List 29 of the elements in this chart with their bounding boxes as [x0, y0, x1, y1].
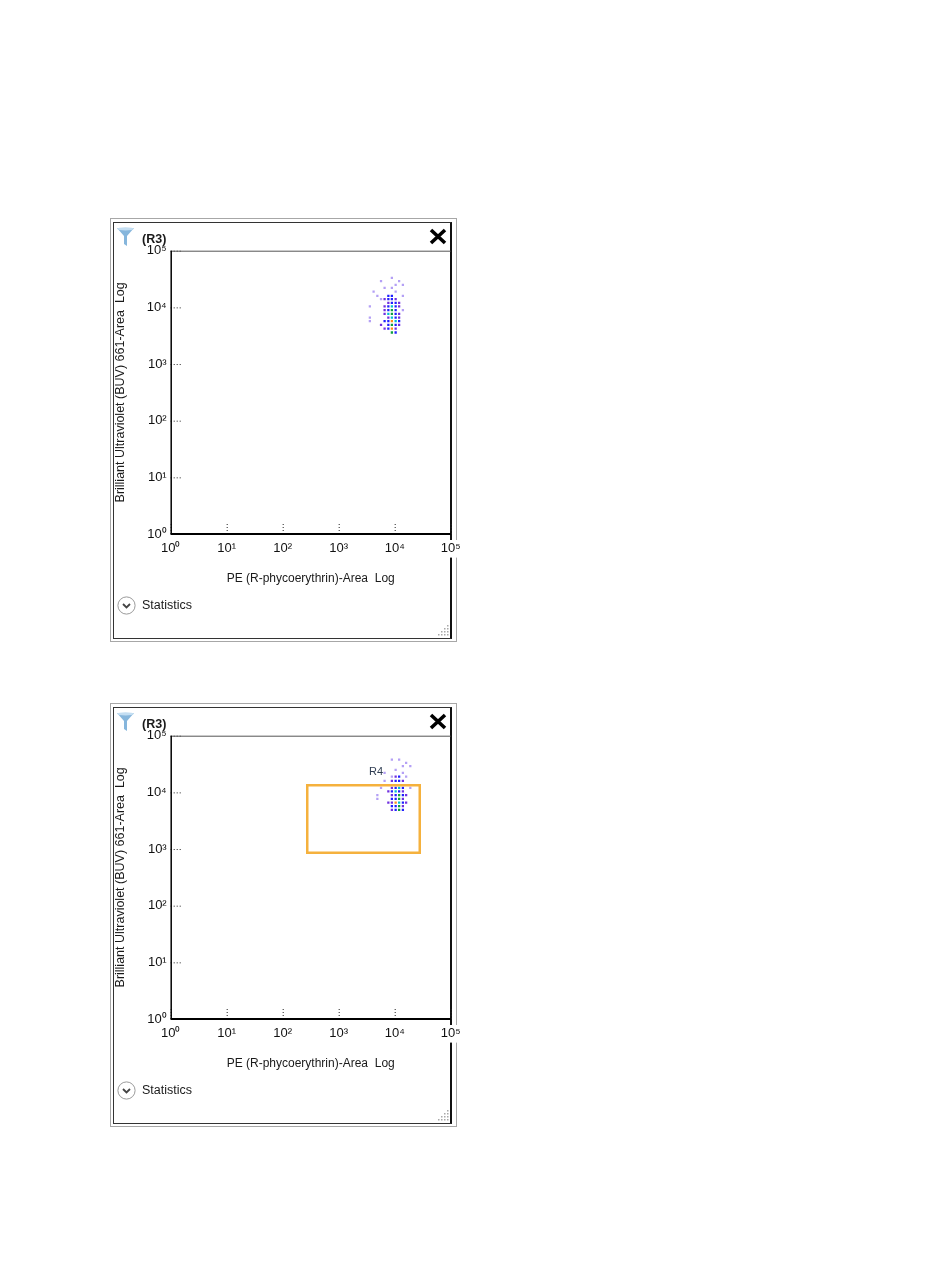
y-tick-label: 10⁴	[146, 298, 167, 314]
x-tick-label: 10⁰	[160, 540, 181, 556]
y-tick-label: 10²	[147, 412, 168, 428]
x-axis-title: PE (R-phycoerythrin)-Area Log	[226, 571, 395, 586]
y-tick-label: 10²	[147, 897, 168, 913]
x-tick-label: 10²	[273, 1025, 293, 1041]
x-axis-title: PE (R-phycoerythrin)-Area Log	[226, 1056, 395, 1071]
y-tick-label: 10³	[147, 355, 168, 371]
x-tick-label: 10⁴	[384, 1025, 405, 1041]
y-tick-label: 10⁰	[147, 525, 167, 541]
y-tick-label: 10¹	[147, 953, 168, 969]
text: Statistics	[142, 1083, 193, 1098]
y-tick-label: 10¹	[147, 468, 168, 484]
y-axis-title: Brilliant Ultraviolet (BUV) 661-Area Log	[112, 767, 127, 988]
x-tick-label: 10¹	[217, 540, 237, 556]
x-tick-label: 10³	[329, 1025, 349, 1041]
x-tick-label: 10⁵	[440, 540, 461, 556]
y-axis-title: Brilliant Ultraviolet (BUV) 661-Area Log	[112, 282, 127, 503]
text: Statistics	[142, 598, 193, 613]
x-tick-label: 10¹	[217, 1025, 237, 1041]
y-tick-label: 10⁴	[146, 783, 167, 799]
x-tick-label: 10⁴	[384, 540, 405, 556]
annotation: R4	[369, 765, 384, 777]
y-tick-label: 10³	[147, 840, 168, 856]
y-tick-label: 10⁰	[147, 1010, 167, 1026]
x-tick-label: 10⁰	[160, 1025, 181, 1041]
x-tick-label: 10²	[273, 540, 293, 556]
x-tick-label: 10⁵	[440, 1025, 461, 1041]
x-tick-label: 10³	[329, 540, 349, 556]
